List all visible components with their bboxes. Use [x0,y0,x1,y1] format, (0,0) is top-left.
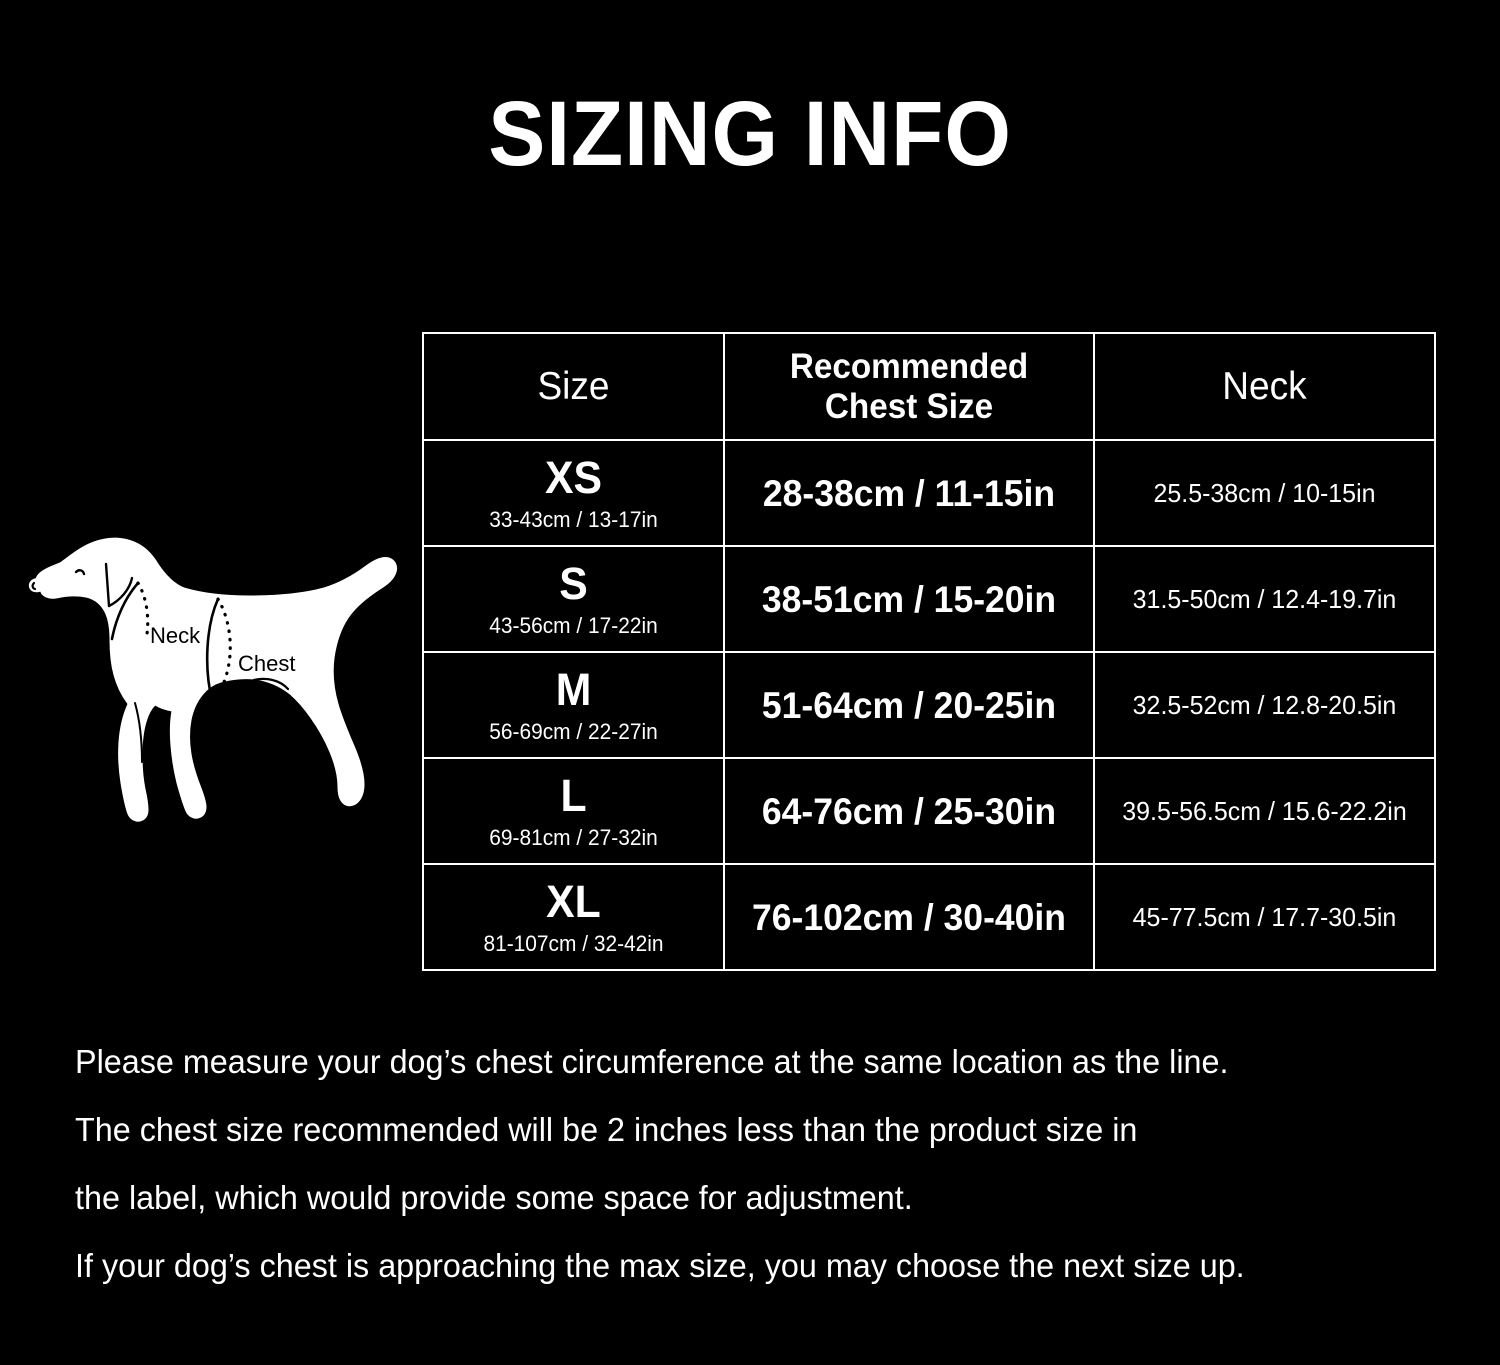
neck-range: 39.5-56.5cm / 15.6-22.2in [1122,796,1407,826]
size-range: 56-69cm / 22-27in [489,719,658,744]
table-body: XS 33-43cm / 13-17in 28-38cm / 11-15in 2… [422,439,1436,971]
cell-neck: 32.5-52cm / 12.8-20.5in [1093,651,1436,759]
chest-measure-front-arc [205,597,220,702]
dog-eye [74,569,86,576]
neck-range: 32.5-52cm / 12.8-20.5in [1132,690,1397,720]
dog-rear-leg-line [289,695,303,743]
chest-range: 64-76cm / 25-30in [761,790,1057,832]
neck-range: 45-77.5cm / 17.7-30.5in [1132,902,1397,932]
dog-ear [104,562,134,608]
note-line: Please measure your dog’s chest circumfe… [75,1043,1229,1080]
cell-neck: 31.5-50cm / 12.4-19.7in [1093,545,1436,653]
cell-size: M 56-69cm / 22-27in [422,651,725,759]
size-range: 33-43cm / 13-17in [489,507,658,532]
column-header-neck: Neck [1093,332,1436,441]
table-row: XL 81-107cm / 32-42in 76-102cm / 30-40in… [422,863,1436,971]
chest-measure-back-arc [212,597,232,703]
size-code: S [559,558,588,609]
table-row: M 56-69cm / 22-27in 51-64cm / 20-25in 32… [422,651,1436,759]
neck-range: 31.5-50cm / 12.4-19.7in [1132,584,1397,614]
dog-nose [31,581,37,591]
column-header-size-label: Size [537,364,610,408]
cell-chest: 64-76cm / 25-30in [723,757,1095,865]
size-range: 43-56cm / 17-22in [489,613,658,638]
cell-chest: 51-64cm / 20-25in [723,651,1095,759]
chest-range: 76-102cm / 30-40in [752,896,1066,938]
table-header-row: Size Recommended Chest Size Neck [422,332,1436,441]
neck-measure-front-arc [110,581,140,641]
note-line: The chest size recommended will be 2 inc… [75,1111,1138,1148]
footer-notes: Please measure your dog’s chest circumfe… [75,1045,1435,1282]
neck-label: Neck [150,623,201,648]
size-code: L [560,770,587,821]
column-header-chest: Recommended Chest Size [723,332,1095,441]
dog-silhouette-shape [28,537,398,822]
column-header-neck-label: Neck [1222,364,1307,408]
table-row: S 43-56cm / 17-22in 38-51cm / 15-20in 31… [422,545,1436,653]
cell-chest: 76-102cm / 30-40in [723,863,1095,971]
chest-range: 38-51cm / 15-20in [761,578,1057,620]
dog-shoulder-line [134,702,143,763]
cell-neck: 25.5-38cm / 10-15in [1093,439,1436,547]
table-row: XS 33-43cm / 13-17in 28-38cm / 11-15in 2… [422,439,1436,547]
cell-chest: 28-38cm / 11-15in [723,439,1095,547]
sizing-table: Size Recommended Chest Size Neck XS 33-4… [422,332,1436,971]
column-header-chest-line1: Recommended [789,347,1029,387]
size-range: 81-107cm / 32-42in [483,931,664,956]
cell-size: XS 33-43cm / 13-17in [422,439,725,547]
cell-neck: 45-77.5cm / 17.7-30.5in [1093,863,1436,971]
size-code: XL [546,876,601,927]
cell-size: XL 81-107cm / 32-42in [422,863,725,971]
dog-haunch-line [252,677,290,691]
chest-range: 28-38cm / 11-15in [762,472,1056,514]
chest-range: 51-64cm / 20-25in [761,684,1057,726]
cell-chest: 38-51cm / 15-20in [723,545,1095,653]
chest-label: Chest [238,651,295,676]
cell-size: S 43-56cm / 17-22in [422,545,725,653]
size-code: M [555,664,592,715]
size-code: XS [544,452,603,503]
column-header-size: Size [422,332,725,441]
dog-measurement-diagram: Neck Chest [18,528,418,838]
table-row: L 69-81cm / 27-32in 64-76cm / 25-30in 39… [422,757,1436,865]
note-line: If your dog’s chest is approaching the m… [75,1247,1245,1284]
size-range: 69-81cm / 27-32in [489,825,658,850]
cell-size: L 69-81cm / 27-32in [422,757,725,865]
cell-neck: 39.5-56.5cm / 15.6-22.2in [1093,757,1436,865]
neck-range: 25.5-38cm / 10-15in [1153,478,1376,508]
page-title: SIZING INFO [488,83,1012,185]
column-header-chest-line2: Chest Size [824,386,994,426]
note-line: the label, which would provide some spac… [75,1179,913,1216]
